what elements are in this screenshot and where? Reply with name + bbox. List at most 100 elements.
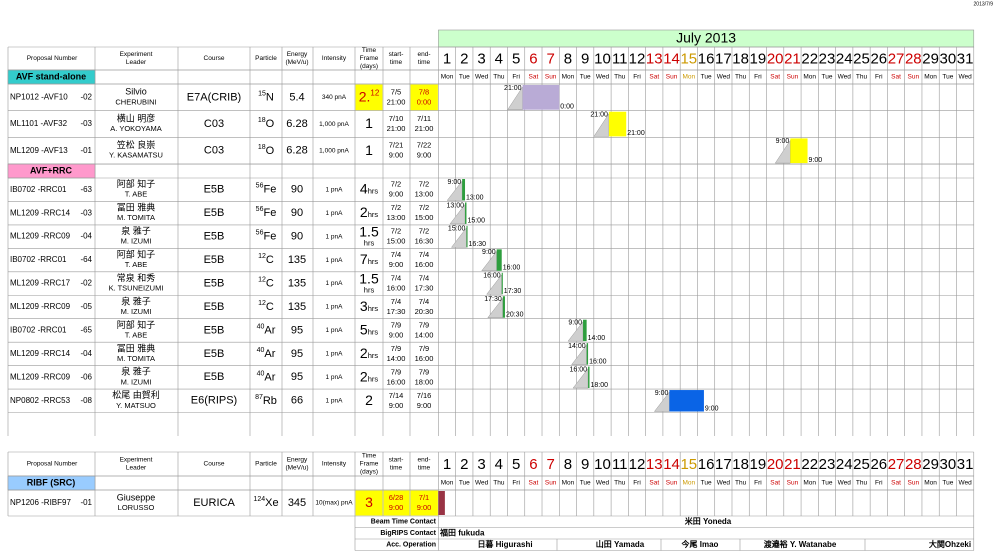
proposal-suffix: -05 <box>80 302 92 311</box>
leader-name: 泉 雅子 <box>121 366 151 377</box>
start-time: 9:00 <box>389 503 404 512</box>
time-frame: 2hrs <box>360 345 378 361</box>
element: Ar <box>264 324 275 336</box>
column-header: (days) <box>360 63 378 70</box>
section-title: RIBF (SRC) <box>27 477 76 487</box>
day-number: 6 <box>529 50 537 67</box>
tuning-ramp <box>571 344 587 365</box>
weekday: Wed <box>959 480 973 487</box>
weekday: Wed <box>717 74 731 81</box>
weekday: Sat <box>529 480 539 487</box>
course: E5B <box>204 371 225 383</box>
time-frame-value: 2 <box>360 368 368 384</box>
start-time: 9:00 <box>389 260 404 269</box>
start-date: 7/21 <box>389 141 404 150</box>
column-header: (MeV/u) <box>285 59 308 66</box>
leader-name-roman: M. TOMITA <box>117 354 155 363</box>
particle: 15N <box>258 90 274 103</box>
leader-name-roman: M. IZUMI <box>121 377 152 386</box>
contact-name: 渡邉裕 Y. Watanabe <box>764 539 837 549</box>
bar-end-label: 9:00 <box>809 157 823 164</box>
element: Fe <box>263 184 276 196</box>
time-frame-unit: hrs <box>364 286 375 295</box>
element: O <box>266 145 275 157</box>
tuning-ramp <box>593 112 610 137</box>
proposal-number: ML1209 -RRC09 <box>10 372 71 381</box>
end-date: 7/2 <box>419 203 429 212</box>
bar-end-label: 14:00 <box>588 335 606 342</box>
weekday: Fri <box>754 74 762 81</box>
weekday: Fri <box>512 480 520 487</box>
leader-name: 阿部 知子 <box>117 178 156 189</box>
day-number: 13 <box>646 456 663 473</box>
leader-name-roman: K. TSUNEIZUMI <box>109 284 164 293</box>
tuning-ramp <box>653 391 670 412</box>
end-time: 9:00 <box>417 503 432 512</box>
mass-number: 40 <box>257 323 265 330</box>
day-number: 7 <box>546 456 554 473</box>
column-header: Course <box>204 461 225 468</box>
energy: 345 <box>288 497 306 509</box>
end-time: 20:30 <box>415 307 434 316</box>
particle: 18O <box>258 117 275 130</box>
energy: 135 <box>288 254 306 266</box>
weekday: Thu <box>735 480 747 487</box>
day-number: 29 <box>922 50 939 67</box>
weekday: Mon <box>441 74 454 81</box>
bar-start-label: 15:00 <box>448 226 466 233</box>
end-date: 7/2 <box>419 227 429 236</box>
start-time: 9:00 <box>389 151 404 160</box>
mass-number: 56 <box>256 229 264 236</box>
proposal-number: ML1209 -RRC09 <box>10 302 71 311</box>
month-title: July 2013 <box>676 30 736 46</box>
column-header: Experiment <box>120 457 153 464</box>
leader-name-roman: T. ABE <box>125 330 148 339</box>
column-header: Course <box>204 55 225 62</box>
bar-start-label: 9:00 <box>655 390 669 397</box>
weekday: Wed <box>596 74 610 81</box>
section-title: AVF+RRC <box>30 165 73 175</box>
particle: 12C <box>258 276 274 289</box>
proposal-suffix: -02 <box>80 92 92 101</box>
bar-start-label: 9:00 <box>482 249 496 256</box>
start-date: 7/14 <box>389 391 404 400</box>
particle: 56Fe <box>256 229 277 242</box>
column-header: start- <box>389 51 404 58</box>
day-number: 20 <box>767 456 784 473</box>
proposal-suffix: -02 <box>80 279 92 288</box>
weekday: Sun <box>908 480 920 487</box>
leader-name-roman: M. IZUMI <box>121 307 152 316</box>
weekday: Thu <box>856 480 868 487</box>
day-number: 17 <box>715 456 732 473</box>
day-number: 16 <box>698 456 715 473</box>
proposal-number: ML1209 -RRC14 <box>10 349 71 358</box>
intensity: 340 pnA <box>322 94 347 101</box>
day-number: 8 <box>564 50 572 67</box>
day-number: 30 <box>940 50 957 67</box>
day-number: 11 <box>612 456 628 473</box>
leader-name: 阿部 知子 <box>117 319 156 330</box>
leader-name: 常泉 和秀 <box>117 272 156 283</box>
proposal-suffix: -65 <box>80 326 92 335</box>
column-header: time <box>390 465 403 472</box>
day-number: 31 <box>957 456 974 473</box>
day-number: 26 <box>870 50 887 67</box>
beam-time-bar <box>438 491 445 515</box>
weekday: Mon <box>682 480 695 487</box>
energy: 90 <box>291 207 303 219</box>
time-frame: 2.12 <box>359 88 380 104</box>
weekday: Thu <box>614 480 626 487</box>
highlight-cell <box>355 490 383 516</box>
proposal-number: IB0702 -RRC01 <box>10 185 67 194</box>
bar-start-label: 17:30 <box>484 296 502 303</box>
time-frame-unit: hrs <box>368 304 379 313</box>
contact-name: 日暮 Higurashi <box>477 539 532 549</box>
weekday: Wed <box>717 480 731 487</box>
leader-name-roman: A. YOKOYAMA <box>110 124 161 133</box>
time-frame-value: 3 <box>360 298 368 314</box>
time-frame-value: 2 <box>360 345 368 361</box>
intensity: 1,000 pnA <box>319 147 349 154</box>
element: Fe <box>263 231 276 243</box>
tuning-ramp <box>507 86 523 110</box>
